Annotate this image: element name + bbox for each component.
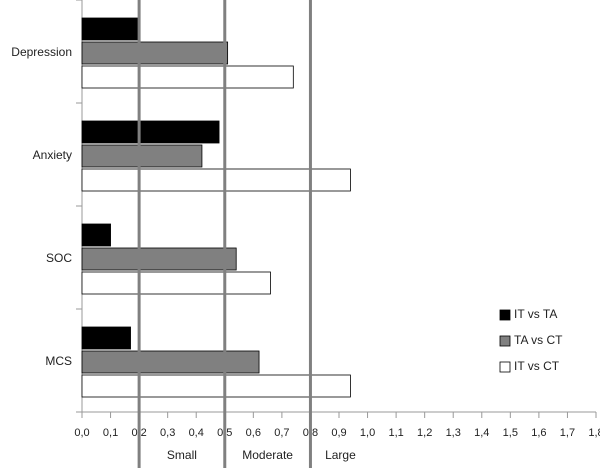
legend-label: IT vs TA bbox=[514, 307, 557, 321]
x-tick-label: 0,1 bbox=[103, 427, 118, 439]
legend-swatch bbox=[499, 309, 511, 321]
bar bbox=[81, 271, 271, 295]
y-tick-label: MCS bbox=[45, 354, 72, 368]
bar bbox=[81, 247, 237, 271]
x-tick-label: 1,8 bbox=[588, 427, 600, 439]
zone-label: Moderate bbox=[242, 448, 293, 462]
x-tick-label: 1,2 bbox=[417, 427, 432, 439]
legend-label: TA vs CT bbox=[514, 333, 563, 347]
x-tick-label: 1,0 bbox=[360, 427, 375, 439]
x-tick-label: 0,7 bbox=[274, 427, 289, 439]
x-tick-label: 1,4 bbox=[474, 427, 489, 439]
legend-swatch bbox=[499, 361, 511, 373]
x-tick-label: 0,4 bbox=[189, 427, 204, 439]
legend-swatch bbox=[499, 335, 511, 347]
x-tick-label: 1,7 bbox=[560, 427, 575, 439]
x-tick-label: 1,5 bbox=[503, 427, 518, 439]
bar bbox=[81, 223, 111, 247]
bar bbox=[81, 374, 351, 398]
legend-label: IT vs CT bbox=[514, 359, 560, 373]
bar bbox=[81, 326, 131, 350]
x-tick-label: 1,1 bbox=[388, 427, 403, 439]
bar bbox=[81, 41, 229, 65]
x-tick-label: 1,3 bbox=[446, 427, 461, 439]
x-tick-label: 1,6 bbox=[531, 427, 546, 439]
y-tick-label: Anxiety bbox=[33, 148, 72, 162]
bar bbox=[81, 65, 294, 89]
y-tick-label: SOC bbox=[46, 251, 72, 265]
x-tick-label: 0,6 bbox=[246, 427, 261, 439]
bar bbox=[81, 350, 260, 374]
zone-label: Large bbox=[325, 448, 356, 462]
x-tick-label: 0,3 bbox=[160, 427, 175, 439]
bar bbox=[81, 168, 351, 192]
x-tick-label: 0,9 bbox=[331, 427, 346, 439]
bar bbox=[81, 120, 220, 144]
zone-label: Small bbox=[167, 448, 197, 462]
y-tick-label: Depression bbox=[11, 45, 72, 59]
x-tick-label: 0,0 bbox=[74, 427, 89, 439]
bar bbox=[81, 144, 203, 168]
bar bbox=[81, 17, 140, 41]
